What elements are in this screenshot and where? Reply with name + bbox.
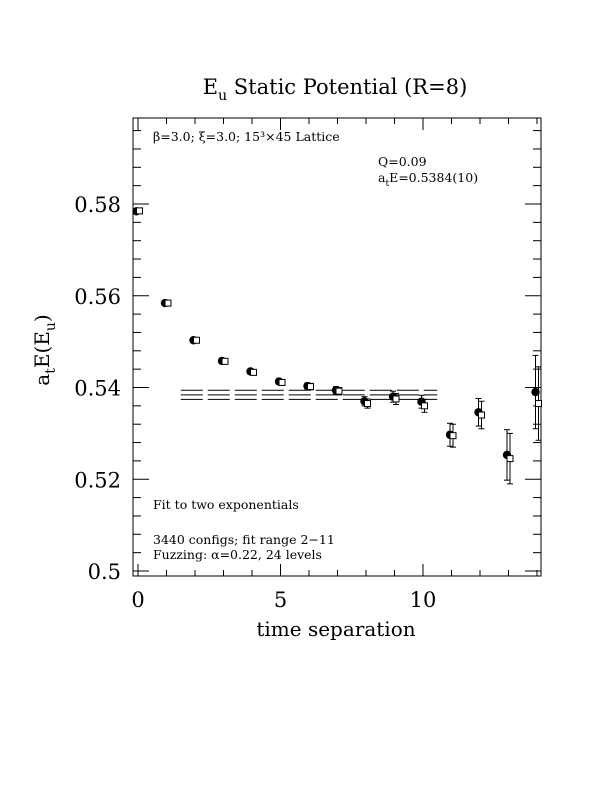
fit-annotation: Fit to two exponentials xyxy=(153,497,299,512)
data-point-square xyxy=(136,207,143,215)
y-tick-label: 0.5 xyxy=(88,560,121,584)
y-tick-label: 0.58 xyxy=(74,193,121,217)
data-point-square xyxy=(278,378,286,386)
data-point-square xyxy=(221,357,229,365)
data-point-square xyxy=(392,395,400,403)
configs-annotation: 3440 configs; fit range 2−11 xyxy=(153,532,335,547)
data-points xyxy=(132,207,542,485)
data-point-square xyxy=(193,336,200,344)
x-axis-label: time separation xyxy=(256,617,415,641)
data-point-square xyxy=(535,400,542,408)
data-point-square xyxy=(421,402,428,410)
y-tick-label: 0.56 xyxy=(74,285,121,309)
data-point-circle xyxy=(531,387,540,397)
q-annotation: Q=0.09 xyxy=(378,154,427,169)
y-axis-label: atE(Eu) xyxy=(30,314,59,385)
tick-labels: 0 5 10 0.5 0.52 0.54 0.56 0.58 xyxy=(74,193,436,612)
chart-title: Eu Static Potential (R=8) xyxy=(203,75,468,104)
data-point-square xyxy=(335,387,343,395)
x-tick-label: 5 xyxy=(274,588,287,612)
axis-ticks xyxy=(133,118,541,576)
energy-annotation: atE=0.5384(10) xyxy=(378,170,478,189)
lattice-annotation: β=3.0; ξ=3.0; 15³×45 Lattice xyxy=(153,129,340,144)
data-point-square xyxy=(364,400,371,408)
data-point-square xyxy=(449,432,457,440)
data-point-square xyxy=(506,455,514,463)
data-point-square xyxy=(250,368,257,376)
data-point-square xyxy=(164,299,172,307)
y-tick-label: 0.52 xyxy=(74,468,121,492)
data-point-square xyxy=(478,411,485,419)
fuzzing-annotation: Fuzzing: α=0.22, 24 levels xyxy=(153,547,322,562)
x-tick-label: 10 xyxy=(410,588,437,612)
y-tick-label: 0.54 xyxy=(74,377,121,401)
x-tick-label: 0 xyxy=(131,588,144,612)
data-point-square xyxy=(307,383,314,391)
